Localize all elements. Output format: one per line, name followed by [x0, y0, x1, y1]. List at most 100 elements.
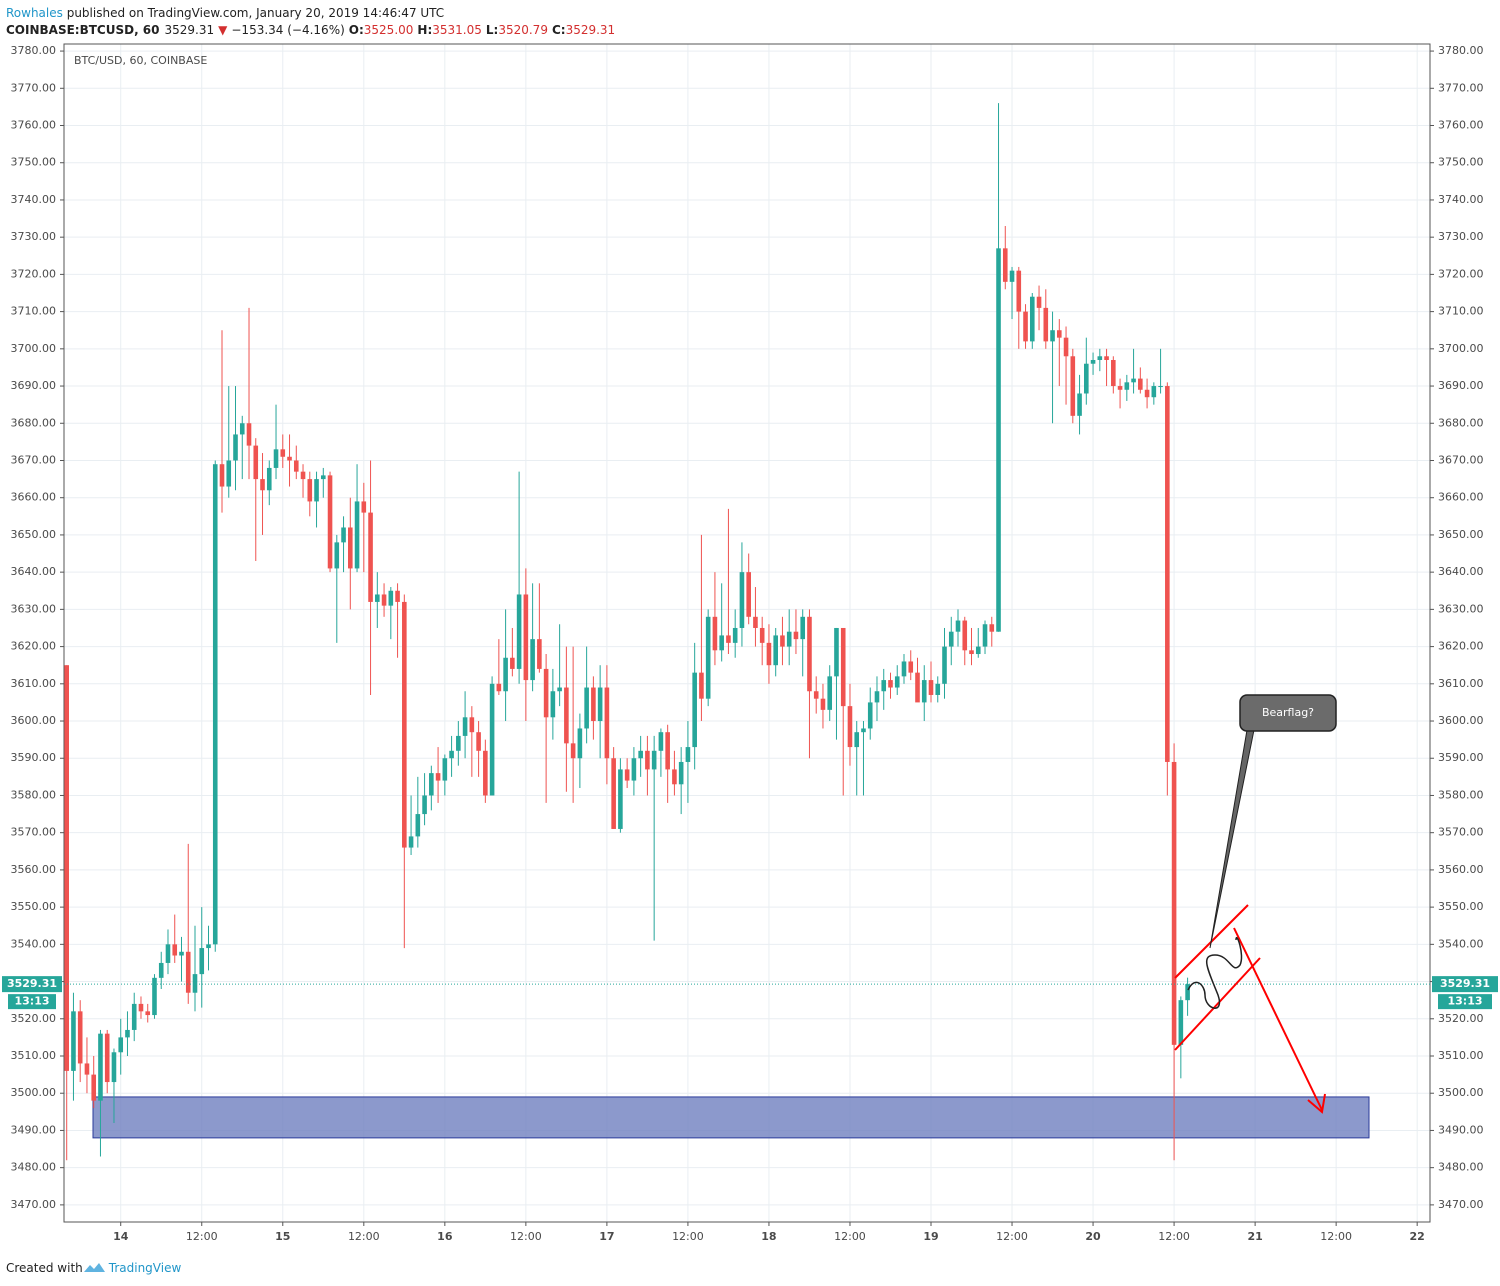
- candle-body: [732, 627, 738, 643]
- y-tick-label: 3490.00: [11, 1123, 57, 1136]
- y-tick-label: 3560.00: [11, 863, 57, 876]
- y2-tick-label: 3670.00: [1438, 453, 1484, 466]
- candle-body: [408, 836, 414, 848]
- y2-tick-label: 3590.00: [1438, 751, 1484, 764]
- candle-body: [537, 639, 542, 669]
- drawings: Bearflag?: [1174, 694, 1337, 1114]
- y-tick-label: 3740.00: [11, 193, 57, 206]
- candle-body: [847, 706, 853, 748]
- candle-body: [469, 717, 475, 733]
- candle-body: [489, 683, 495, 796]
- y-tick-label: 3520.00: [11, 1012, 57, 1025]
- x-tick-label: 12:00: [510, 1230, 542, 1243]
- candle-body: [462, 717, 468, 736]
- candle-body: [429, 773, 434, 796]
- candle-body: [766, 642, 772, 666]
- arrow-shaft: [1233, 927, 1323, 1111]
- y2-tick-label: 3620.00: [1438, 640, 1484, 653]
- brand-logo: [84, 1263, 105, 1272]
- y2-tick-label: 3550.00: [1438, 900, 1484, 913]
- candle-body: [1158, 386, 1163, 388]
- candle-body: [1056, 330, 1062, 338]
- candle-body: [395, 590, 400, 602]
- y2-tick-label: 3540.00: [1438, 937, 1484, 950]
- candle-body: [199, 948, 205, 975]
- high: 3531.05: [432, 23, 482, 37]
- candle-body: [1023, 311, 1028, 342]
- y2-tick-label: 3600.00: [1438, 714, 1484, 727]
- candle-body: [624, 769, 630, 781]
- callout-box: [1239, 694, 1337, 732]
- close: 3529.31: [566, 23, 616, 37]
- candle-body: [91, 1074, 97, 1101]
- y2-tick-label: 3710.00: [1438, 305, 1484, 318]
- candle-body: [253, 445, 259, 480]
- y-tick-label: 3630.00: [11, 602, 57, 615]
- candle-body: [131, 1003, 137, 1030]
- y2-tick-label: 3490.00: [1438, 1123, 1484, 1136]
- price-box: [1432, 976, 1498, 993]
- candle-body: [314, 479, 319, 502]
- candle-body: [888, 680, 893, 688]
- candle-body: [1151, 386, 1157, 398]
- arrow: ▼: [218, 23, 228, 37]
- candle-body: [1131, 378, 1136, 383]
- y2-tick-label: 3520.00: [1438, 1012, 1484, 1025]
- candle-body: [347, 527, 353, 569]
- candle-body: [557, 687, 562, 692]
- candle-body: [516, 594, 522, 669]
- y-tick-label: 3700.00: [11, 342, 57, 355]
- y2-tick-label: 3630.00: [1438, 602, 1484, 615]
- chart-title: BTC/USD, 60, COINBASE: [74, 54, 207, 67]
- candle-body: [341, 527, 346, 543]
- candle-body: [975, 646, 981, 655]
- candle-body: [219, 464, 225, 487]
- candle-body: [638, 750, 643, 759]
- y2-tick-label: 3680.00: [1438, 416, 1484, 429]
- candle-body: [388, 590, 394, 606]
- x-tick-label: 12:00: [1320, 1230, 1352, 1243]
- y-tick-label: 3730.00: [11, 230, 57, 243]
- symbol: COINBASE:BTCUSD, 60: [6, 23, 160, 37]
- y2-tick-label: 3470.00: [1438, 1198, 1484, 1211]
- y-tick-label: 3620.00: [11, 640, 57, 653]
- candle-body: [402, 601, 407, 848]
- candle-body: [334, 542, 340, 569]
- x-tick-label: 16: [437, 1230, 453, 1243]
- candle-body: [1029, 296, 1035, 342]
- y-tick-label: 3780.00: [11, 44, 57, 57]
- published: published on TradingView.com, January 20…: [63, 6, 444, 20]
- candle-body: [172, 944, 178, 956]
- y2-tick-label: 3690.00: [1438, 379, 1484, 392]
- candle-body: [645, 750, 650, 770]
- y2-tick-label: 3650.00: [1438, 528, 1484, 541]
- candle-body: [867, 702, 873, 729]
- candle-body: [1009, 270, 1015, 282]
- candle-body: [118, 1037, 124, 1053]
- x-tick-label: 20: [1085, 1230, 1101, 1243]
- candle-body: [483, 750, 488, 796]
- candle-body: [759, 627, 765, 643]
- candle-body: [449, 750, 454, 759]
- candle-body: [71, 1011, 76, 1071]
- candle-body: [327, 475, 333, 569]
- y2-tick-label: 3500.00: [1438, 1086, 1484, 1099]
- y-tick-label: 3760.00: [11, 119, 57, 132]
- candle-body: [1016, 270, 1022, 312]
- candle-body: [1144, 389, 1150, 398]
- candle-body: [1165, 386, 1170, 762]
- candle-body: [1138, 378, 1143, 390]
- candle-body: [969, 650, 974, 655]
- publish-line: Rowhales published on TradingView.com, J…: [6, 6, 444, 20]
- candle-body: [820, 698, 826, 710]
- y-tick-label: 3600.00: [11, 714, 57, 727]
- candle-body: [739, 572, 745, 628]
- candle-body: [935, 683, 941, 695]
- candle-body: [678, 761, 684, 785]
- y2-tick-label: 3640.00: [1438, 565, 1484, 578]
- candle-body: [510, 657, 515, 669]
- candle-body: [726, 635, 731, 643]
- low: 3520.79: [498, 23, 548, 37]
- candle-body: [861, 728, 866, 733]
- candle-body: [746, 572, 751, 617]
